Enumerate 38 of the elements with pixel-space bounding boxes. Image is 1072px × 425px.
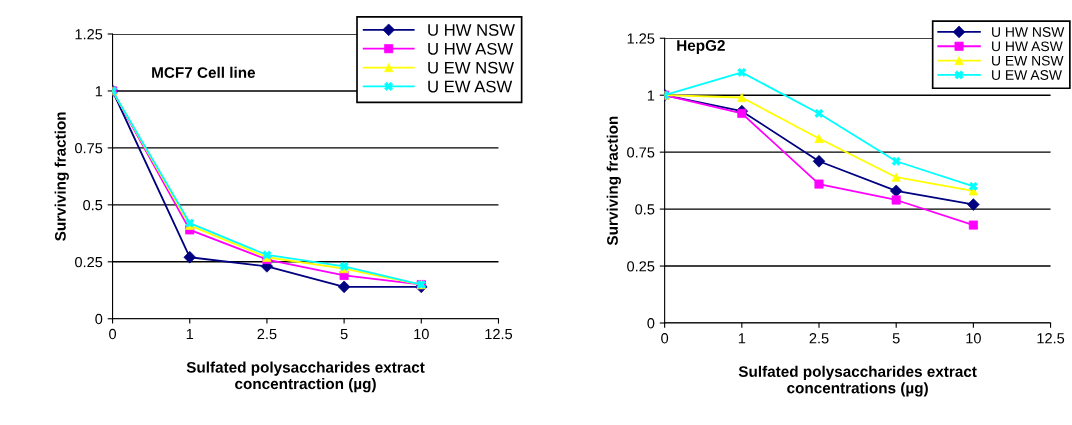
x-tick-label: 1 — [738, 333, 746, 344]
chart-title: HepG2 — [677, 40, 725, 54]
x-axis-title: Sulfated polysaccharides extract concentrations (µg) — [738, 365, 977, 397]
y-axis-title: Surviving fraction — [54, 112, 69, 241]
y-tick-label: 1.25 — [75, 29, 103, 40]
legend-label: U EW ASW — [428, 80, 513, 93]
legend-label: U HW ASW — [428, 42, 514, 55]
legend-label: U EW NSW — [428, 61, 514, 74]
y-tick-label: 1 — [647, 90, 655, 101]
y-tick-label: 0.75 — [627, 147, 655, 158]
x-axis-title: Sulfated polysaccharides extract concentraction (µg) — [186, 361, 425, 393]
x-tick-label: 0 — [109, 328, 117, 340]
x-tick-label: 12.5 — [1037, 333, 1065, 344]
x-tick-label: 2.5 — [257, 328, 277, 340]
legend-label: U HW ASW — [992, 41, 1063, 52]
y-tick-label: 1.25 — [627, 33, 655, 44]
x-tick-label: 5 — [892, 333, 900, 344]
y-tick-label: 0.5 — [83, 199, 103, 211]
y-tick-label: 0.25 — [627, 261, 655, 272]
x-tick-label: 1 — [186, 329, 194, 340]
x-tick-label: 10 — [966, 333, 981, 344]
x-tick-label: 5 — [340, 329, 348, 340]
y-tick-label: 0.5 — [635, 204, 655, 215]
y-tick-label: 0 — [95, 313, 103, 325]
x-tick-label: 12.5 — [485, 328, 513, 340]
text: MCF7 Cell line — [152, 66, 256, 78]
legend-label: U HW NSW — [992, 27, 1065, 37]
y-axis-title: Surviving fraction — [606, 116, 621, 246]
y-tick-label: 0 — [647, 318, 655, 329]
legend-label: U HW NSW — [428, 24, 515, 36]
legend-label: U EW NSW — [992, 55, 1064, 66]
legend-label: U EW ASW — [992, 70, 1062, 80]
y-tick-label: 0.25 — [75, 256, 103, 268]
x-tick-label: 10 — [414, 328, 429, 340]
y-tick-label: 1 — [95, 86, 103, 97]
x-tick-label: 0 — [661, 333, 669, 344]
y-tick-label: 0.75 — [75, 143, 103, 154]
x-tick-label: 2.5 — [809, 333, 829, 344]
